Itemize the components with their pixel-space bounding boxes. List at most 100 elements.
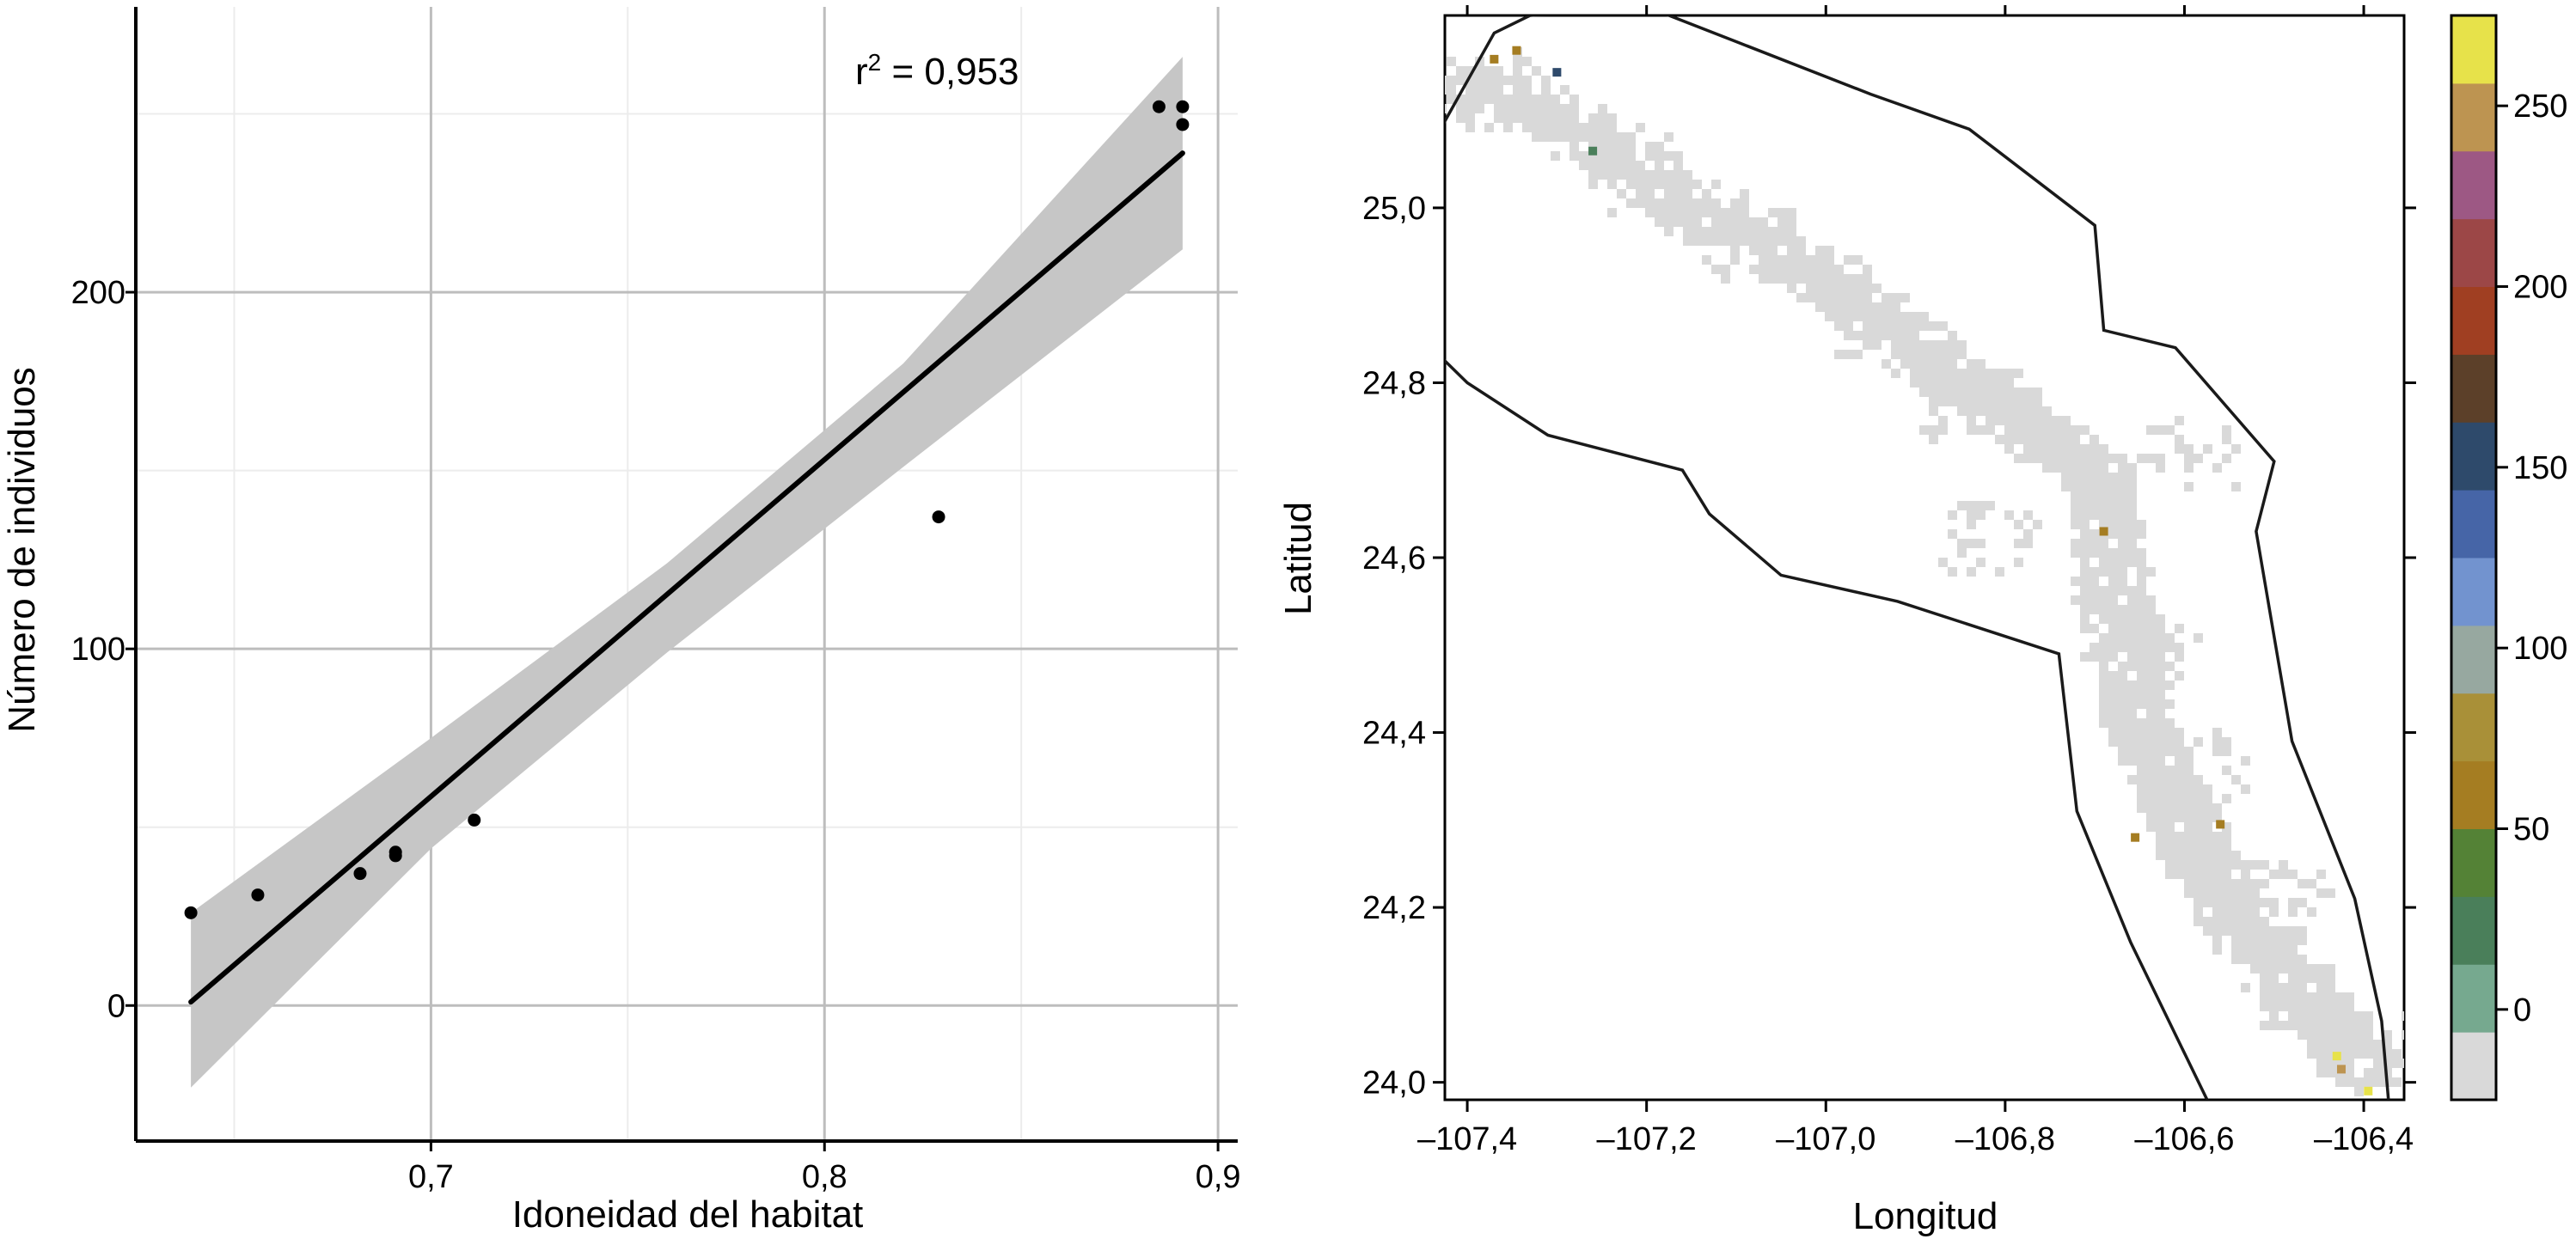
habitat-cell bbox=[2033, 425, 2042, 435]
habitat-cell bbox=[2298, 992, 2307, 1002]
habitat-cell bbox=[1503, 113, 1513, 123]
habitat-cell bbox=[1995, 567, 2004, 577]
habitat-cell bbox=[2298, 898, 2307, 907]
habitat-cell bbox=[2090, 577, 2099, 586]
habitat-cell bbox=[1834, 265, 1844, 274]
habitat-cell bbox=[1740, 227, 1749, 236]
habitat-cell bbox=[1863, 284, 1872, 293]
habitat-cell bbox=[1445, 76, 1447, 85]
map-y-ticks: 24,0 24,2 24,4 24,6 24,8 25,0 bbox=[1362, 191, 2416, 1102]
habitat-cell bbox=[2203, 917, 2212, 926]
habitat-cell bbox=[2137, 662, 2146, 671]
habitat-cell bbox=[2118, 671, 2127, 681]
habitat-cell bbox=[2080, 454, 2090, 463]
habitat-cell bbox=[2127, 690, 2137, 699]
map-y-tick-label: 24,0 bbox=[1362, 1065, 1426, 1102]
habitat-cell bbox=[2288, 936, 2298, 945]
habitat-cell bbox=[2402, 1011, 2404, 1021]
habitat-cell bbox=[2420, 1059, 2430, 1068]
habitat-cell bbox=[1447, 85, 1456, 95]
habitat-cell bbox=[1673, 217, 1683, 227]
habitat-cell bbox=[1522, 76, 1532, 85]
habitat-cell bbox=[1588, 132, 1598, 142]
habitat-cell bbox=[2033, 406, 2042, 416]
colorbar-tick-label: 50 bbox=[2513, 812, 2549, 848]
habitat-cell bbox=[2231, 955, 2241, 964]
habitat-cell bbox=[1872, 340, 1882, 350]
habitat-cell bbox=[2146, 681, 2156, 690]
habitat-cell bbox=[2411, 1011, 2420, 1021]
habitat-cell bbox=[2194, 784, 2203, 794]
habitat-cell bbox=[1456, 76, 1465, 85]
habitat-cell bbox=[2137, 529, 2146, 539]
habitat-cell bbox=[2156, 624, 2165, 633]
habitat-cell bbox=[1910, 321, 1919, 331]
habitat-cell bbox=[1844, 255, 1853, 265]
habitat-cell bbox=[2156, 803, 2165, 813]
habitat-cell bbox=[2108, 605, 2118, 614]
habitat-cell bbox=[2222, 898, 2231, 907]
habitat-cell bbox=[2137, 595, 2146, 605]
colorbar-cell bbox=[2451, 218, 2496, 287]
habitat-cell bbox=[2165, 803, 2175, 813]
habitat-cell bbox=[2156, 671, 2165, 681]
habitat-cell bbox=[2222, 851, 2231, 860]
habitat-cell bbox=[2080, 567, 2090, 577]
habitat-cell bbox=[2212, 888, 2222, 898]
habitat-cell bbox=[1636, 180, 1645, 189]
habitat-cell bbox=[2194, 813, 2203, 822]
habitat-cell bbox=[1796, 255, 1806, 265]
habitat-cell bbox=[2383, 1040, 2392, 1049]
habitat-cell bbox=[2175, 870, 2184, 879]
habitat-cell bbox=[1882, 293, 1891, 302]
habitat-cell bbox=[2099, 501, 2108, 510]
map-y-axis-label: Latitud bbox=[1277, 502, 1319, 615]
habitat-cell bbox=[2345, 1059, 2354, 1068]
habitat-cell bbox=[1465, 104, 1475, 113]
habitat-cell bbox=[1588, 161, 1598, 170]
habitat-cell bbox=[2222, 888, 2231, 898]
habitat-cell bbox=[1655, 198, 1664, 208]
habitat-cell bbox=[1759, 274, 1768, 284]
habitat-cell bbox=[1938, 558, 1948, 567]
habitat-cell bbox=[1513, 104, 1522, 113]
habitat-cell bbox=[1957, 501, 1967, 510]
habitat-cell bbox=[2222, 766, 2231, 775]
habitat-cell bbox=[1465, 76, 1475, 85]
habitat-cell bbox=[2326, 964, 2335, 974]
habitat-cell bbox=[1683, 180, 1692, 189]
map-x-tick-label: –107,2 bbox=[1597, 1121, 1697, 1157]
habitat-cell bbox=[2146, 747, 2156, 756]
habitat-cell bbox=[2373, 1040, 2383, 1049]
habitat-cell bbox=[2146, 614, 2156, 624]
habitat-cell bbox=[1683, 198, 1692, 208]
habitat-cell bbox=[2023, 388, 2033, 397]
habitat-cell bbox=[1560, 132, 1569, 142]
habitat-cell bbox=[2260, 983, 2269, 992]
habitat-cell bbox=[2354, 1011, 2364, 1021]
habitat-cell bbox=[1673, 198, 1683, 208]
habitat-cell bbox=[1910, 369, 1919, 378]
habitat-cell bbox=[2222, 860, 2231, 870]
habitat-cell bbox=[2231, 482, 2241, 491]
habitat-cell bbox=[1967, 369, 1976, 378]
habitat-cell bbox=[2071, 510, 2080, 520]
habitat-cell bbox=[2184, 813, 2194, 822]
habitat-cell bbox=[1882, 312, 1891, 321]
habitat-cell bbox=[2260, 945, 2269, 955]
colorbar-cell bbox=[2451, 964, 2496, 1033]
habitat-cell bbox=[2165, 747, 2175, 756]
habitat-cell bbox=[2099, 558, 2108, 567]
regression-line bbox=[188, 150, 1185, 1005]
habitat-cell bbox=[1957, 388, 1967, 397]
habitat-cell bbox=[1626, 170, 1636, 180]
habitat-cell bbox=[1976, 510, 1986, 520]
habitat-cell bbox=[1986, 406, 1995, 416]
habitat-cell bbox=[1428, 85, 1437, 95]
habitat-cell bbox=[1844, 274, 1853, 284]
habitat-cell bbox=[2175, 444, 2184, 454]
habitat-cell bbox=[2127, 756, 2137, 766]
habitat-cell bbox=[1778, 274, 1787, 284]
habitat-cell bbox=[1853, 302, 1863, 312]
habitat-cell bbox=[1749, 217, 1759, 227]
